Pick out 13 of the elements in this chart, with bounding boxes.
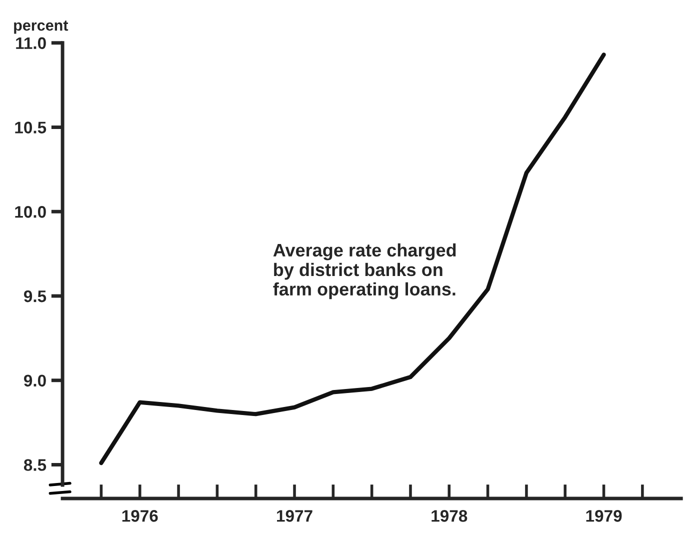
y-axis-title: percent (14, 20, 68, 34)
y-tick-label: 8.5 (24, 459, 46, 471)
x-tick-label: 1978 (432, 510, 468, 522)
y-tick-label: 9.5 (24, 290, 46, 302)
y-tick-label: 10.0 (15, 206, 46, 218)
x-tick-label: 1976 (122, 510, 158, 522)
x-tick-label: 1979 (586, 510, 622, 522)
x-tick-label: 1977 (277, 510, 312, 522)
y-tick-label: 9.0 (24, 374, 46, 387)
annotation: Average rate charged by district banks on farm operating loans. (273, 243, 456, 300)
y-tick-label: 10.5 (15, 122, 46, 134)
y-tick-label: 11.0 (16, 37, 46, 50)
line-series (99, 52, 606, 466)
